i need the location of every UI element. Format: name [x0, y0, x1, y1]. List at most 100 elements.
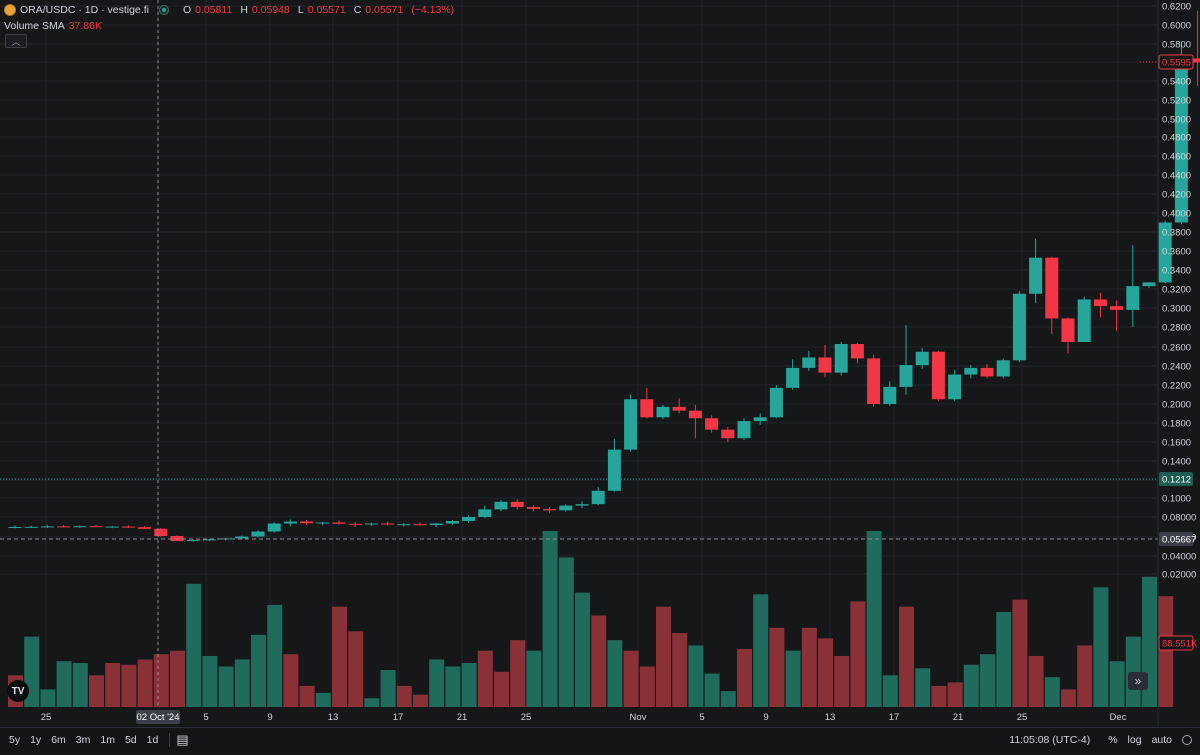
candle-body	[73, 526, 87, 528]
volume-bar	[980, 654, 995, 707]
volume-legend: Volume SMA 37.86K	[4, 20, 102, 32]
clock-readout[interactable]: 11:05:08 (UTC-4)	[1009, 734, 1091, 746]
range-6m[interactable]: 6m	[51, 734, 66, 746]
volume-bar	[396, 685, 412, 707]
tradingview-logo-icon[interactable]: TV	[7, 680, 29, 702]
volume-bar	[575, 592, 590, 707]
auto-toggle[interactable]: auto	[1151, 734, 1172, 746]
price-tick-label: 0.6000	[1162, 21, 1191, 32]
price-tick-label: 0.1800	[1162, 419, 1191, 430]
range-1m[interactable]: 1m	[100, 734, 115, 746]
percent-toggle[interactable]: %	[1108, 734, 1118, 746]
time-tick-label: 13	[328, 712, 339, 723]
range-5d[interactable]: 5d	[124, 734, 137, 746]
candle-body	[591, 490, 605, 505]
volume-bar	[737, 648, 752, 707]
open-label: O	[182, 4, 192, 16]
last-price-badge-bg	[1158, 54, 1194, 70]
price-tick-label: 0.3000	[1162, 304, 1191, 315]
volume-bar	[477, 650, 493, 707]
high-label: H	[240, 4, 248, 16]
candle-body	[462, 517, 476, 521]
time-tick-label: 9	[763, 712, 768, 723]
candle-body	[429, 523, 443, 525]
log-toggle[interactable]: log	[1127, 734, 1142, 746]
candle-body	[1012, 293, 1026, 361]
time-tick-label: 5	[203, 712, 208, 723]
collapse-legend-button[interactable]: ︿	[5, 34, 27, 48]
volume-bar	[1093, 587, 1109, 707]
volume-bar	[348, 631, 364, 707]
volume-sma-value: 37.86K	[68, 20, 102, 32]
volume-bar	[461, 663, 477, 707]
candle-body	[251, 531, 265, 537]
candle-body	[510, 501, 524, 508]
range-1d[interactable]: 1d	[146, 734, 159, 746]
volume-bar	[639, 666, 655, 707]
time-tick-label: 13	[825, 712, 836, 723]
candle-body	[769, 387, 783, 418]
candle-body	[753, 417, 767, 422]
volume-bar	[656, 606, 671, 707]
candle-body	[121, 526, 135, 528]
time-tick-label: 17	[889, 712, 900, 723]
candle-body	[381, 523, 395, 525]
close-value: 0.05571	[365, 4, 404, 16]
candle-body	[445, 521, 459, 524]
candle-body	[1093, 299, 1107, 307]
candle-body	[397, 524, 411, 526]
volume-bar	[672, 633, 688, 707]
volume-bar	[1044, 677, 1060, 707]
range-3m[interactable]: 3m	[75, 734, 91, 746]
volume-bar	[801, 627, 817, 707]
price-tick-label: 0.4600	[1162, 152, 1191, 163]
candle-body	[57, 526, 71, 528]
volume-bar	[251, 634, 266, 707]
volume-bar	[996, 611, 1012, 707]
volume-bar	[866, 531, 882, 707]
candle-body	[283, 521, 297, 524]
price-tick-label: 0.08000	[1162, 513, 1196, 524]
volume-bar	[364, 698, 380, 707]
price-tick-label: 0.5400	[1162, 77, 1191, 88]
crosshair-price-badge: 0.05667	[1162, 535, 1196, 546]
volume-bar	[882, 675, 898, 707]
volume-bar	[558, 557, 574, 707]
volume-bar	[1012, 599, 1028, 707]
volume-bar	[267, 604, 283, 707]
volume-sma-label[interactable]: Volume SMA	[4, 20, 65, 32]
candle-body	[867, 358, 881, 404]
price-tick-label: 0.1600	[1162, 438, 1191, 449]
range-1y[interactable]: 1y	[30, 734, 42, 746]
change-value: (−4.13%)	[411, 4, 455, 16]
volume-bar	[186, 583, 202, 707]
candle-body	[1142, 282, 1156, 287]
time-tick-label: 17	[393, 712, 404, 723]
volume-bar	[947, 682, 963, 707]
gear-icon[interactable]	[1182, 735, 1192, 745]
candle-body	[267, 523, 281, 532]
price-tick-label: 0.4800	[1162, 133, 1191, 144]
volume-bar	[299, 685, 315, 707]
volume-bar	[1158, 596, 1174, 707]
volume-bar	[623, 650, 639, 707]
low-value: 0.05571	[307, 4, 346, 16]
volume-bar	[72, 663, 88, 707]
volume-bar	[688, 645, 704, 707]
volume-bar	[720, 691, 736, 707]
market-status-icon[interactable]	[158, 5, 169, 15]
calendar-icon[interactable]: ▤	[176, 732, 189, 747]
ora-token-icon	[4, 4, 16, 16]
symbol-title[interactable]: ORA/USDC · 1D · vestige.fi	[20, 4, 149, 16]
scroll-to-realtime-button[interactable]: »	[1128, 672, 1148, 690]
volume-bar	[1028, 655, 1044, 707]
price-tick-label: 0.4000	[1162, 209, 1191, 220]
range-selector: 5y 1y 6m 3m 1m 5d 1d	[6, 732, 161, 748]
range-5y[interactable]: 5y	[9, 734, 21, 746]
candle-body	[24, 526, 38, 528]
volume-bar	[591, 615, 607, 707]
candle-body	[494, 501, 508, 510]
candle-body	[202, 539, 216, 541]
